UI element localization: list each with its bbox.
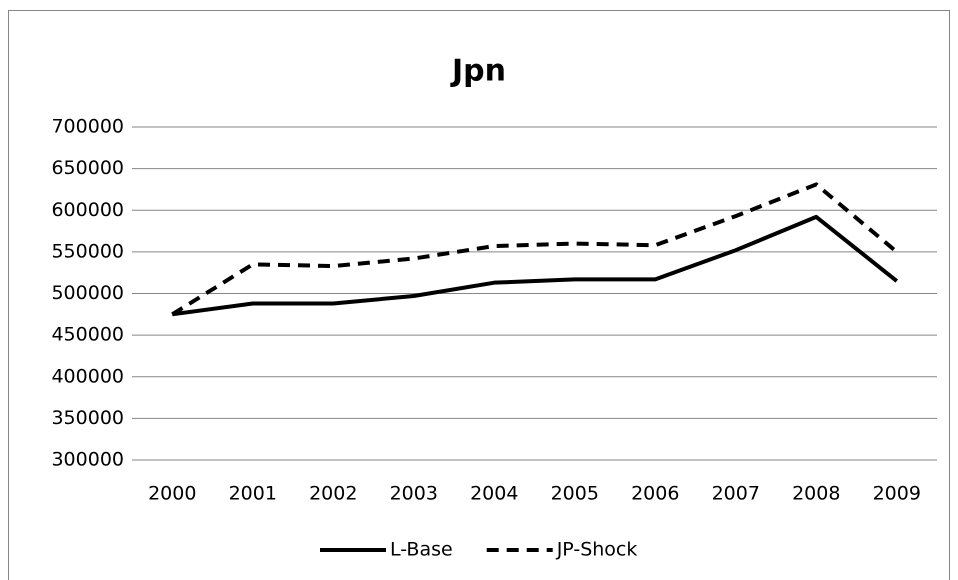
x-tick-label: 2009 <box>873 483 921 505</box>
x-tick-label: 2000 <box>148 483 196 505</box>
x-tick-label: 2001 <box>229 483 277 505</box>
x-tick-label: 2008 <box>792 483 840 505</box>
x-tick-label: 2002 <box>309 483 357 505</box>
series-line <box>171 214 898 317</box>
x-tick-label: 2005 <box>551 483 599 505</box>
y-tick-label: 450000 <box>51 324 124 346</box>
x-tick-label: 2003 <box>390 483 438 505</box>
legend-label: JP-Shock <box>556 539 638 561</box>
chart-frame <box>8 10 950 580</box>
y-tick-label: 350000 <box>51 407 124 429</box>
y-tick-label: 600000 <box>51 199 124 221</box>
y-tick-label: 700000 <box>51 116 124 138</box>
y-tick-label: 500000 <box>51 282 124 304</box>
x-tick-label: 2004 <box>470 483 518 505</box>
y-tick-label: 300000 <box>51 449 124 471</box>
y-tick-label: 550000 <box>51 240 124 262</box>
series-line <box>171 182 899 317</box>
x-tick-label: 2007 <box>712 483 760 505</box>
legend-label: L-Base <box>390 539 453 561</box>
x-tick-label: 2006 <box>631 483 679 505</box>
chart-title: Jpn <box>450 54 506 89</box>
y-tick-label: 650000 <box>51 157 124 179</box>
y-tick-label: 400000 <box>51 365 124 387</box>
